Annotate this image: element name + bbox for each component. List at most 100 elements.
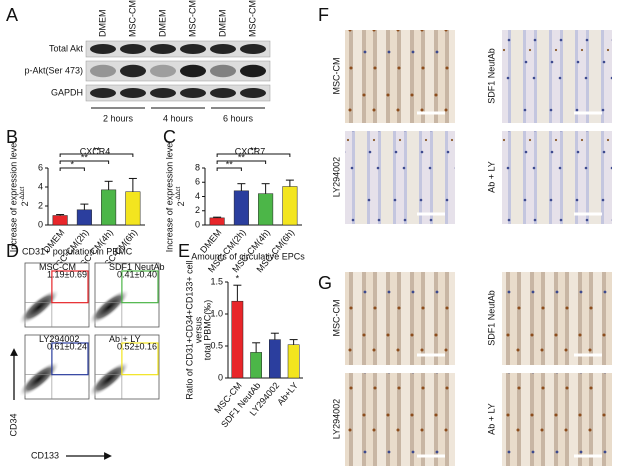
unit-exponent: -ΔΔct: [176, 186, 182, 201]
histology-label: Ab + LY: [486, 403, 496, 435]
bar: [231, 300, 244, 379]
bar: [258, 193, 274, 226]
significance-bracket: [216, 153, 291, 157]
gate: [51, 342, 89, 376]
y-axis-label: Ratio of CD31+CD34+CD133+ cell: [184, 260, 194, 399]
significance-label: **: [238, 152, 246, 162]
lane-label: MSC-CM: [127, 0, 137, 37]
y-axis-unit: 2-ΔΔct: [20, 186, 31, 206]
significance-label: *: [236, 274, 240, 284]
chart-title: Amounts of circulative EPCs: [191, 251, 305, 261]
flow-x-label: CD133: [31, 450, 59, 460]
band: [210, 64, 236, 78]
time-label: 6 hours: [223, 113, 254, 123]
gate: [121, 270, 159, 304]
bar: [209, 217, 225, 226]
band: [120, 88, 146, 98]
gate: [51, 270, 89, 304]
band: [180, 44, 206, 54]
significance-bracket: [216, 167, 242, 171]
flow-y-label: CD34: [8, 413, 18, 436]
histology-label: Ab + LY: [486, 161, 496, 193]
y-tick-label: 6: [38, 162, 43, 172]
bar: [233, 190, 249, 226]
band: [90, 64, 116, 78]
panel-label: E: [178, 241, 190, 261]
y-axis-label: Increase of expression level: [164, 141, 174, 253]
y-tick-label: 4: [195, 191, 200, 201]
flow-cloud: [18, 361, 60, 397]
significance-label: *: [70, 159, 74, 169]
band: [90, 88, 116, 98]
histology-label: MSC-CM: [331, 58, 341, 95]
band: [240, 64, 266, 78]
significance-label: **: [93, 145, 101, 155]
histology-image: [502, 30, 612, 123]
y-tick-label: 0.5: [210, 340, 223, 350]
flow-plot-name: MSC-CM: [39, 262, 76, 272]
x-tick-label: Ab+LY: [275, 380, 300, 407]
y-tick-label: 4: [38, 181, 43, 191]
band: [180, 88, 206, 98]
flow-plot-name: LY294002: [39, 334, 79, 344]
y-axis-label: total PBMC(‰): [202, 300, 212, 361]
lane-label: DMEM: [217, 10, 227, 38]
bar: [287, 344, 300, 379]
bar: [76, 209, 92, 226]
histology-image: [345, 272, 455, 365]
panel-label: A: [6, 5, 18, 25]
band: [150, 44, 176, 54]
unit-base: 2: [176, 201, 186, 206]
y-tick-label: 0: [38, 219, 43, 229]
bar: [125, 191, 141, 226]
gate: [121, 342, 159, 376]
flow-value: 0.61±0.24: [47, 341, 87, 351]
y-tick-label: 1.0: [210, 308, 223, 318]
panel-label: D: [6, 241, 19, 261]
y-axis-label: Increase of expression level: [8, 141, 18, 253]
histology-image: [502, 131, 612, 224]
unit-exponent: -ΔΔct: [20, 186, 26, 201]
time-label: 4 hours: [163, 113, 194, 123]
row-label: GAPDH: [51, 87, 83, 97]
histology-image: [502, 272, 612, 365]
chart-title: CXCR7: [235, 146, 266, 156]
panel-label: F: [318, 5, 329, 25]
chart-title: CXCR4: [80, 146, 111, 156]
flow-cloud: [18, 289, 60, 325]
bar: [101, 189, 117, 226]
lane-label: DMEM: [157, 10, 167, 38]
y-tick-label: 2: [38, 200, 43, 210]
band: [210, 88, 236, 98]
band: [180, 64, 206, 78]
flow-value: 0.41±0.40: [117, 269, 157, 279]
panel-label: B: [6, 127, 18, 147]
lane-label: DMEM: [97, 10, 107, 38]
histology-label: LY294002: [331, 157, 341, 197]
band: [240, 88, 266, 98]
flow-title: CD31+ population in PBMC: [22, 246, 133, 256]
histology-label: SDF1 NeutAb: [486, 290, 496, 346]
histology-label: MSC-CM: [331, 300, 341, 337]
histology-label: SDF1 NeutAb: [486, 48, 496, 104]
flow-value: 1.19±0.69: [47, 269, 87, 279]
bar: [250, 352, 262, 379]
histology-image: [345, 373, 455, 466]
unit-base: 2: [20, 201, 30, 206]
band: [120, 44, 146, 54]
band: [210, 44, 236, 54]
significance-label: **: [226, 159, 234, 169]
significance-label: **: [250, 145, 258, 155]
y-tick-label: 8: [195, 162, 200, 172]
band: [150, 88, 176, 98]
significance-bracket: [59, 160, 110, 164]
flow-plot-name: SDF1 NeutAb: [109, 262, 165, 272]
flow-cloud: [88, 361, 130, 397]
band: [240, 44, 266, 54]
y-axis-unit: 2-ΔΔct: [176, 186, 187, 206]
histology-label: LY294002: [331, 399, 341, 439]
time-label: 2 hours: [103, 113, 134, 123]
band: [90, 44, 116, 54]
flow-value: 0.52±0.16: [117, 341, 157, 351]
